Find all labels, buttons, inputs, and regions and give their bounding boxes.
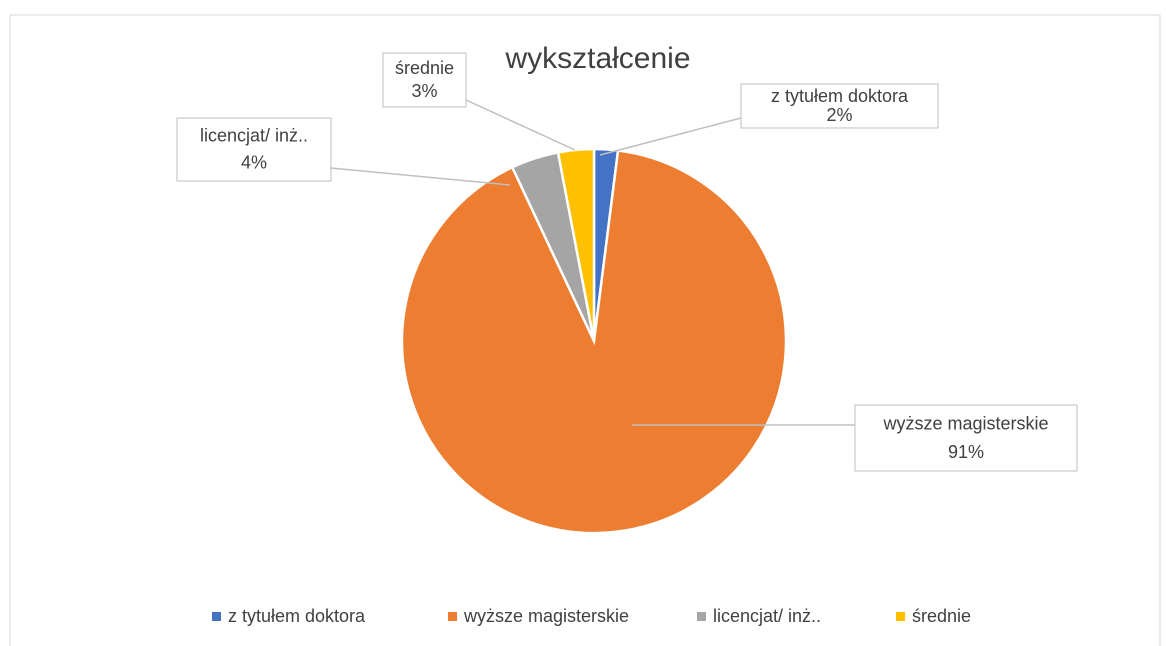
data-label-value: 2% [826,105,852,125]
pie-slice [400,149,788,535]
legend-label: wyższe magisterskie [463,606,629,626]
legend-swatch [896,612,905,621]
data-label-category: wyższe magisterskie [882,414,1048,434]
data-label-box [176,117,332,182]
data-label-category: licencjat/ inż.. [200,126,308,146]
legend-label: z tytułem doktora [228,606,366,626]
legend-label: licencjat/ inż.. [713,606,821,626]
leader-line [330,167,511,186]
data-label-category: z tytułem doktora [771,86,909,106]
legend-swatch [212,612,221,621]
data-label-value: 4% [241,153,267,173]
pie-slice [556,147,596,342]
data-label-category: średnie [395,58,454,78]
legend-swatch [697,612,706,621]
leader-line [599,117,742,156]
data-label-value: 91% [948,442,984,462]
legend-label: średnie [912,606,971,626]
chart-title: wykształcenie [504,42,690,75]
data-label-box [854,404,1078,472]
data-label-box [382,52,467,108]
legend-swatch [448,612,457,621]
data-label-value: 3% [411,81,437,101]
data-label-box [740,83,939,129]
leader-line [465,99,576,151]
